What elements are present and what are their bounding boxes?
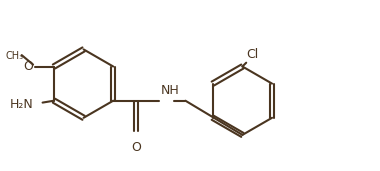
Text: H₂N: H₂N: [10, 98, 33, 111]
Text: O: O: [131, 141, 141, 154]
Text: Cl: Cl: [246, 48, 258, 61]
Text: NH: NH: [161, 84, 179, 97]
Text: O: O: [23, 60, 33, 73]
Text: CH₃: CH₃: [5, 51, 23, 61]
